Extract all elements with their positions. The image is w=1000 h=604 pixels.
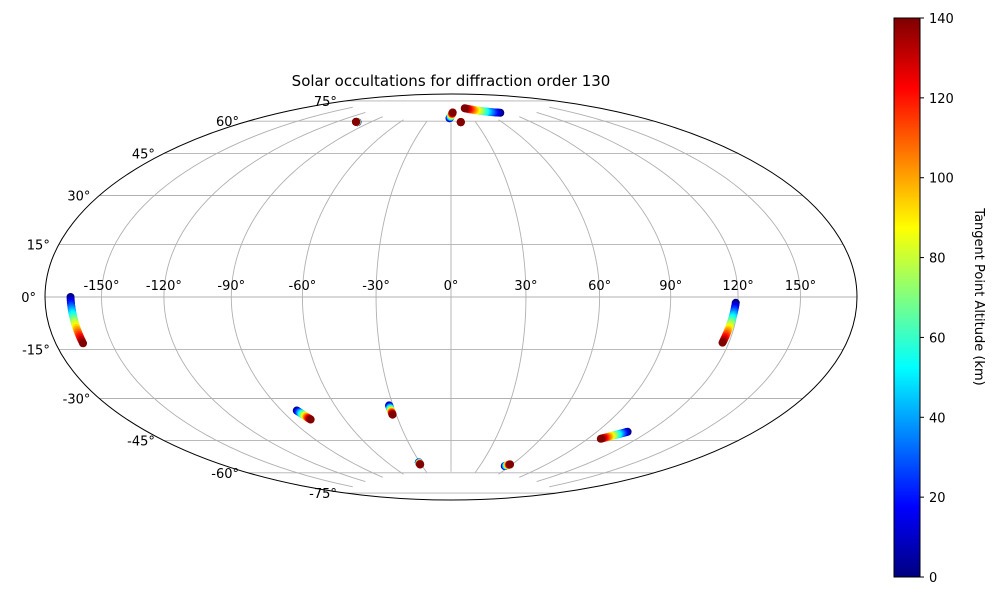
- lon-tick-label: -90°: [217, 279, 245, 294]
- meridian-line: [163, 112, 366, 482]
- data-point: [506, 460, 515, 469]
- colorbar-tick-label: 60: [929, 331, 946, 346]
- lon-tick-label: 60°: [588, 279, 611, 294]
- meridian-line: [375, 121, 428, 473]
- lon-tick-label: 0°: [444, 279, 459, 294]
- lon-tick-label: -150°: [83, 279, 119, 294]
- colorbar-tick-label: 20: [929, 491, 946, 506]
- lat-tick-label: 45°: [132, 147, 155, 162]
- meridian-line: [519, 116, 672, 478]
- data-point: [351, 117, 360, 126]
- lon-tick-label: 30°: [514, 279, 537, 294]
- lat-tick-label: 75°: [314, 95, 337, 110]
- lat-tick-label: -45°: [127, 435, 155, 450]
- lat-tick-label: -30°: [63, 393, 91, 408]
- occultation-track: [500, 460, 515, 471]
- occultation-track: [351, 117, 362, 127]
- occultation-track: [596, 427, 632, 443]
- lat-tick-label: -15°: [22, 344, 50, 359]
- tick-labels: -150° -120° -90° -60° -30° 0° 30° 60° 90° 120° 150…: [21, 95, 816, 502]
- meridian-line: [474, 121, 527, 473]
- lon-tick-label: 90°: [659, 279, 682, 294]
- chart-title: Solar occultations for diffraction order…: [292, 72, 611, 90]
- data-point: [416, 460, 425, 469]
- occultation-track: [718, 298, 740, 347]
- colorbar-tick-label: 140: [929, 12, 954, 27]
- occultation-track: [456, 118, 465, 127]
- data-point: [388, 410, 397, 419]
- lon-tick-label: -120°: [146, 279, 182, 294]
- lat-tick-label: 0°: [21, 291, 36, 306]
- meridian-line: [549, 106, 801, 488]
- colorbar-label: Tangent Point Altitude (km): [971, 207, 986, 385]
- colorbar-gradient: [893, 17, 921, 578]
- lon-tick-label: 150°: [785, 279, 816, 294]
- meridian-line: [230, 116, 383, 478]
- data-point: [79, 339, 88, 348]
- meridian-line: [301, 119, 404, 475]
- lon-tick-label: -60°: [289, 279, 317, 294]
- lat-tick-label: -60°: [211, 467, 239, 482]
- meridian-line: [498, 119, 601, 475]
- lat-tick-label: 30°: [67, 190, 90, 205]
- meridian-line: [536, 112, 739, 482]
- occultation-track: [445, 108, 457, 123]
- lat-tick-label: -75°: [309, 487, 337, 502]
- occultation-track: [414, 458, 425, 469]
- colorbar-tick-label: 80: [929, 252, 946, 267]
- occultation-points: [66, 104, 740, 471]
- colorbar-tick-label: 40: [929, 411, 946, 426]
- occultation-track: [66, 293, 88, 348]
- data-point: [718, 338, 727, 347]
- occultation-track: [385, 401, 397, 419]
- data-point: [306, 415, 315, 424]
- graticule: [44, 93, 858, 501]
- lat-tick-label: 15°: [27, 238, 50, 253]
- colorbar-tick-label: 120: [929, 92, 954, 107]
- occultation-track: [292, 406, 315, 424]
- meridian-line: [101, 106, 353, 488]
- map-boundary: [44, 93, 858, 501]
- lon-tick-label: 120°: [722, 279, 753, 294]
- lat-tick-label: 60°: [216, 115, 239, 130]
- data-point: [448, 108, 457, 117]
- colorbar-ticks: 0 20 40 60 80 100 120 140: [920, 12, 954, 586]
- data-point: [596, 434, 605, 443]
- colorbar: 0 20 40 60 80 100 120 140 Tangent Point Altitud…: [893, 12, 986, 586]
- occultation-track: [460, 104, 505, 117]
- data-point: [456, 118, 465, 127]
- lon-tick-label: -30°: [362, 279, 390, 294]
- colorbar-tick-label: 0: [929, 571, 937, 586]
- data-point: [460, 104, 469, 113]
- colorbar-tick-label: 100: [929, 172, 954, 187]
